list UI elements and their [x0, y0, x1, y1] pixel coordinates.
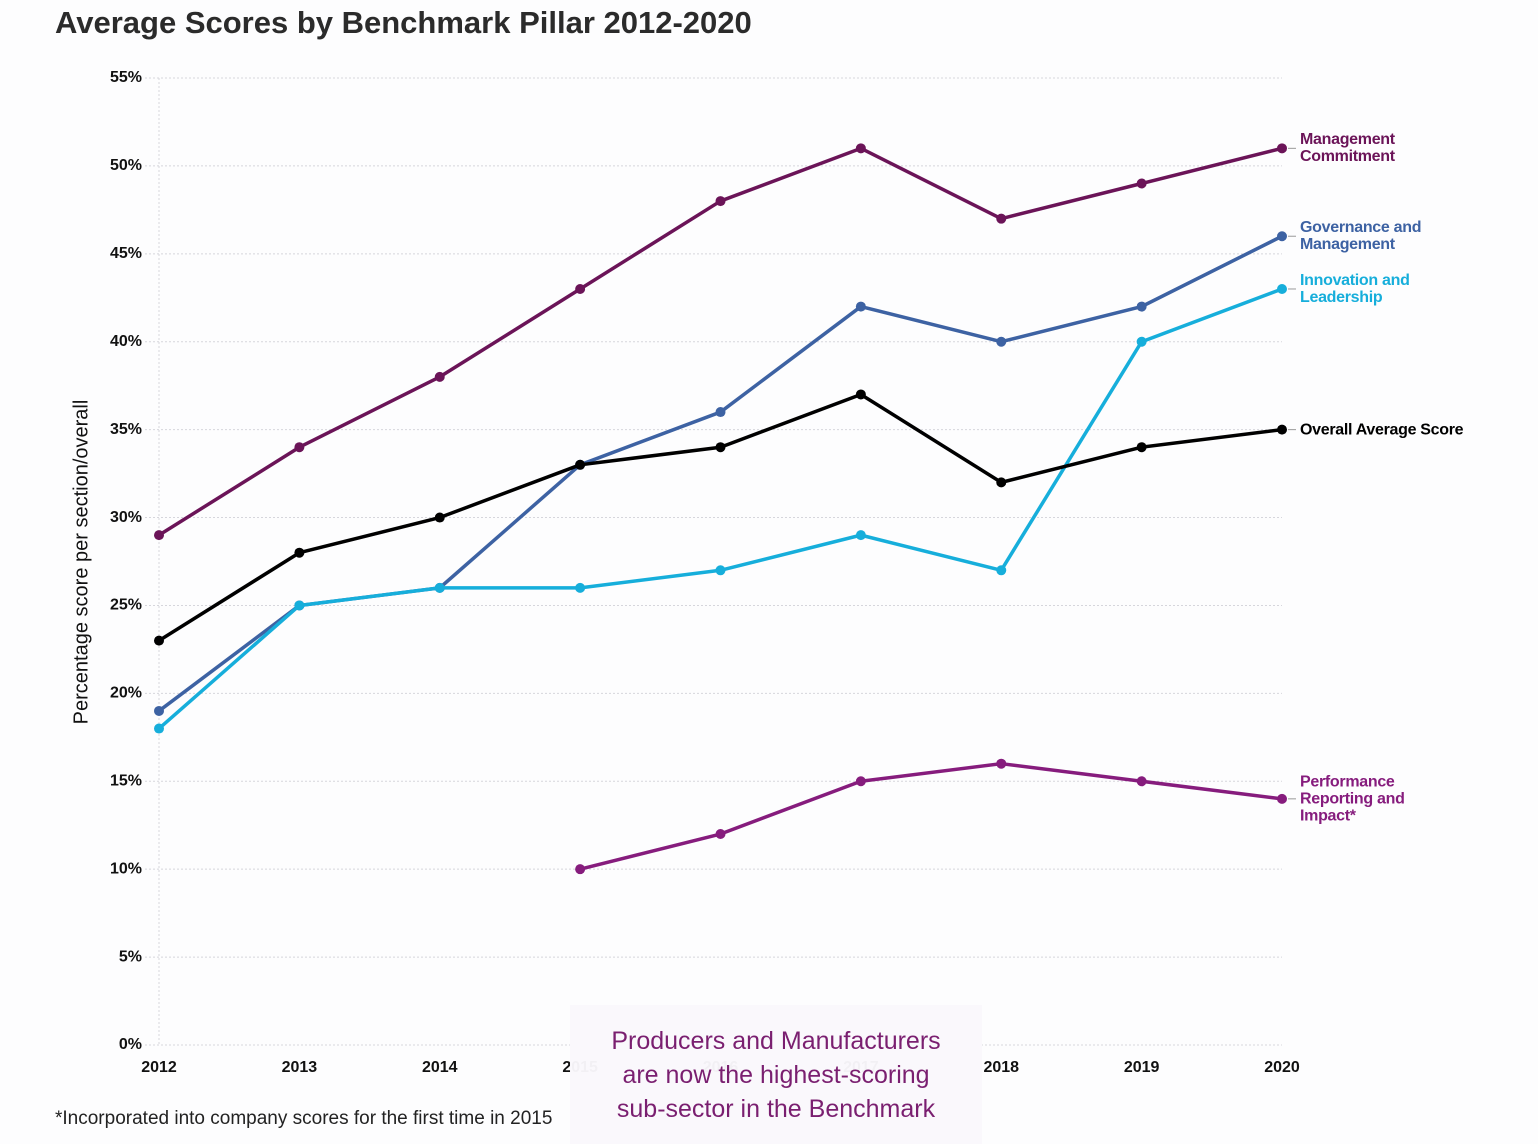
y-tick-label: 50%: [110, 157, 142, 174]
data-point: [715, 565, 726, 576]
data-point: [996, 336, 1007, 347]
data-point: [575, 459, 586, 470]
y-tick-label: 45%: [110, 245, 142, 262]
y-axis-label: Percentage score per section/overall: [70, 400, 92, 725]
data-point: [154, 635, 164, 646]
legend-entry: Management Commitment: [1300, 131, 1395, 166]
x-tick-label: 2013: [282, 1059, 318, 1076]
y-tick-label: 20%: [110, 685, 142, 702]
data-point: [154, 723, 164, 734]
data-point: [1277, 424, 1287, 435]
data-point: [1277, 793, 1287, 804]
data-point: [434, 512, 445, 523]
x-tick-label: 2018: [983, 1059, 1019, 1076]
data-point: [294, 547, 305, 558]
data-point: [575, 283, 586, 294]
grid: [145, 77, 1282, 1046]
y-tick-label: 25%: [110, 597, 142, 614]
data-point: [996, 565, 1007, 576]
data-point: [996, 758, 1007, 769]
series-line: [579, 761, 1283, 871]
annotation-line: sub-sector in the Benchmark: [616, 1094, 936, 1123]
chart-title: Average Scores by Benchmark Pillar 2012-…: [55, 5, 752, 40]
series-line: [157, 287, 1283, 730]
footnote: *Incorporated into company scores for th…: [55, 1108, 552, 1129]
data-point: [1136, 776, 1147, 787]
annotation-line: Producers and Manufacturers: [611, 1026, 941, 1055]
data-point: [1136, 336, 1147, 347]
data-point: [715, 196, 726, 207]
legend-entry: Innovation and Leadership: [1300, 271, 1410, 306]
data-point: [154, 530, 164, 541]
legend-entry: Governance and Management: [1300, 219, 1422, 254]
data-point: [154, 705, 164, 716]
series-line: [157, 234, 1283, 713]
data-point: [996, 213, 1007, 224]
x-tick-label: 2014: [422, 1059, 458, 1076]
y-tick-label: 40%: [110, 333, 142, 350]
data-point: [294, 600, 305, 611]
data-point: [575, 582, 586, 593]
data-point: [855, 530, 866, 541]
data-point: [855, 389, 866, 400]
y-tick-label: 55%: [110, 69, 142, 86]
data-point: [1277, 283, 1287, 294]
data-point: [715, 442, 726, 453]
data-point: [575, 864, 586, 875]
y-tick-label: 5%: [119, 948, 142, 965]
data-point: [1277, 143, 1287, 154]
data-point: [855, 776, 866, 787]
data-point: [1136, 178, 1147, 189]
data-point: [996, 477, 1007, 488]
y-tick-label: 15%: [110, 772, 142, 789]
data-point: [715, 829, 726, 840]
data-point: [715, 407, 726, 418]
y-tick-label: 10%: [110, 860, 142, 877]
y-tick-label: 30%: [110, 509, 142, 526]
data-point: [434, 582, 445, 593]
data-point: [1136, 301, 1147, 312]
data-point: [855, 143, 866, 154]
x-tick-label: 2020: [1264, 1059, 1300, 1076]
data-point: [1136, 442, 1147, 453]
y-tick-label: 35%: [110, 421, 142, 438]
annotation: Producers and Manufacturers are now the h…: [570, 1005, 982, 1144]
legend-entry: Overall Average Score: [1300, 421, 1464, 439]
data-point: [1277, 231, 1287, 242]
data-point: [294, 442, 305, 453]
x-tick-label: 2012: [141, 1059, 177, 1076]
data-point: [855, 301, 866, 312]
x-tick-label: 2019: [1124, 1059, 1160, 1076]
annotation-line: are now the highest-scoring: [622, 1060, 930, 1089]
y-tick-label: 0%: [119, 1036, 142, 1053]
legend-entry: Performance Reporting and Impact*: [1300, 773, 1405, 825]
data-point: [434, 371, 445, 382]
